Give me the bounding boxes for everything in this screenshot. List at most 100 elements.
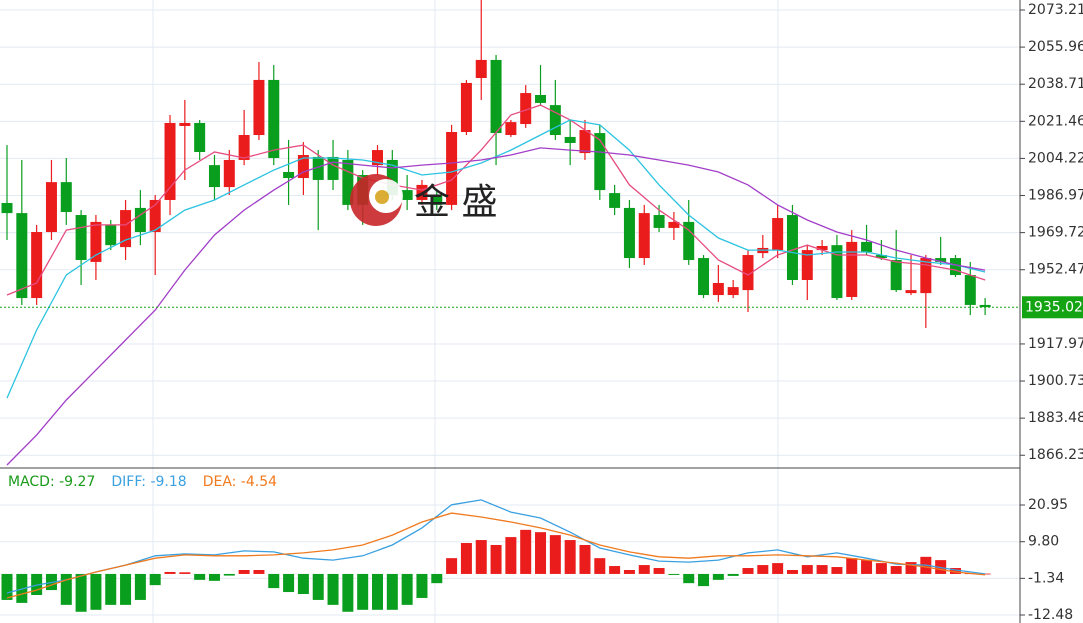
candle-body — [194, 122, 206, 152]
candle-body — [861, 241, 873, 253]
legend-entry: MACD: -9.27 — [8, 474, 95, 490]
macd-bar — [638, 565, 650, 574]
candle-body — [935, 258, 947, 262]
candle-body — [638, 213, 650, 259]
macd-bar — [238, 569, 250, 574]
macd-bar — [149, 573, 161, 586]
indicator-line — [6, 147, 986, 466]
macd-bar — [786, 569, 798, 574]
candle-body — [253, 79, 265, 136]
candle-body — [149, 199, 161, 233]
macd-bar — [490, 544, 502, 574]
candle-body — [60, 182, 72, 213]
candle-body — [949, 258, 961, 276]
candle-body — [208, 165, 220, 188]
candle-body — [75, 215, 87, 260]
y-tick-label: 1883.48 — [1028, 410, 1083, 426]
candle-body — [564, 136, 576, 143]
candle-body — [238, 135, 250, 160]
candle-body — [223, 159, 235, 188]
macd-bar — [475, 540, 487, 574]
candle-body — [105, 224, 117, 246]
candle-body — [297, 155, 309, 179]
macd-bar — [312, 573, 324, 600]
candle-body — [890, 259, 902, 291]
candle-body — [653, 215, 665, 228]
candle-body — [979, 304, 991, 308]
macd-bar — [772, 563, 784, 574]
candle-body — [16, 213, 28, 299]
candle-body — [772, 218, 784, 251]
candle-body — [535, 94, 547, 103]
y-tick-label: 2021.46 — [1028, 113, 1083, 129]
candle-body — [120, 210, 132, 248]
macd-bar — [949, 568, 961, 574]
y-tick-label: 1900.73 — [1028, 373, 1083, 389]
indicator-line — [6, 104, 986, 296]
macd-legend: MACD: -9.27 DIFF: -9.18 DEA: -4.54 — [8, 474, 277, 490]
candle-body — [520, 93, 532, 125]
candle-body — [801, 250, 813, 280]
y-tick-label: 1969.72 — [1028, 225, 1083, 241]
candle-body — [490, 59, 502, 134]
candle-body — [727, 287, 739, 296]
macd-bar — [905, 562, 917, 574]
candle-body — [920, 258, 932, 294]
candle-body — [431, 195, 443, 205]
macd-bar — [297, 573, 309, 595]
candle-body — [742, 255, 754, 291]
macd-bar — [564, 540, 576, 574]
macd-bar — [801, 565, 813, 574]
candle-body — [875, 255, 887, 259]
watermark: 金 盛 — [414, 182, 497, 223]
macd-bar — [357, 573, 369, 610]
macd-bar — [594, 558, 606, 574]
candle-body — [179, 122, 191, 126]
macd-bar — [846, 558, 858, 574]
y-tick-label: 2073.21 — [1028, 2, 1083, 18]
macd-bar — [520, 529, 532, 574]
macd-bar — [60, 573, 72, 605]
legend-entry: DEA: -4.54 — [203, 474, 277, 490]
y-tick-label: 1917.97 — [1028, 336, 1083, 352]
candle-body — [283, 172, 295, 179]
candle-body — [268, 79, 280, 159]
macd-bar — [446, 558, 458, 574]
candle-body — [31, 232, 43, 299]
macd-bar — [75, 573, 87, 612]
macd-bar — [816, 565, 828, 574]
macd-bar — [372, 573, 383, 610]
watermark-logo — [350, 174, 403, 226]
candle-body — [342, 159, 354, 205]
macd-bar — [890, 566, 902, 574]
candle-body — [579, 130, 591, 154]
macd-bar — [253, 569, 265, 574]
macd-bar — [535, 532, 547, 574]
candle-body — [668, 221, 680, 228]
candle-body — [549, 105, 561, 136]
candle-body — [623, 207, 635, 259]
macd-bar — [861, 560, 873, 574]
macd-bar — [134, 573, 146, 600]
macd-bar — [727, 573, 739, 576]
candle-body — [964, 275, 976, 305]
logo-dot — [375, 190, 389, 204]
macd-bar — [120, 573, 132, 605]
y-tick-label: 2055.96 — [1028, 39, 1083, 55]
macd-bar — [342, 573, 354, 612]
macd-bar — [757, 565, 769, 574]
macd-bar — [712, 573, 724, 580]
macd-bar — [623, 569, 635, 574]
candle-body — [416, 184, 428, 200]
candle-body — [386, 159, 398, 196]
candle-body — [312, 156, 324, 180]
macd-bar — [105, 573, 117, 605]
candle-body — [712, 283, 724, 296]
candle-body — [1, 202, 13, 214]
macd-bar — [683, 573, 695, 584]
macd-bar — [164, 571, 176, 574]
macd-bar — [401, 573, 413, 605]
candle-body — [831, 245, 843, 299]
candle-body — [683, 221, 695, 260]
y-tick-label: 9.80 — [1028, 534, 1059, 550]
